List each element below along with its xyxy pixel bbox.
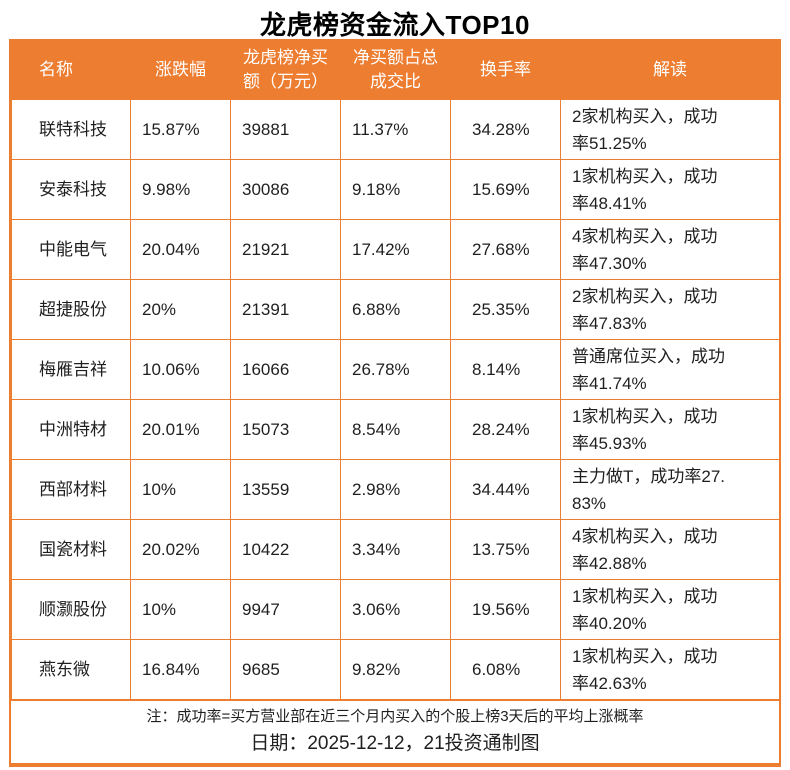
- cell-net-buy-ratio: 3.34%: [340, 519, 451, 580]
- cell-stock-name: 西部材料: [11, 459, 131, 520]
- cell-net-buy-ratio: 9.82%: [340, 639, 451, 700]
- cell-turnover: 13.75%: [450, 519, 561, 580]
- column-header-interpretation: 解读: [560, 39, 780, 100]
- cell-interpretation: 主力做T，成功率27.83%: [560, 459, 780, 520]
- column-header-change-pct: 涨跌幅: [130, 39, 231, 100]
- cell-net-buy: 13559: [230, 459, 341, 520]
- cell-change-pct: 20%: [130, 279, 231, 340]
- cell-net-buy: 39881: [230, 99, 341, 160]
- cell-net-buy-ratio: 2.98%: [340, 459, 451, 520]
- cell-change-pct: 20.02%: [130, 519, 231, 580]
- table-board: 名称 涨跌幅 龙虎榜净买额（万元） 净买额占总成交比 换手率 解读 联特科技 1…: [9, 39, 781, 767]
- cell-net-buy: 21921: [230, 219, 341, 280]
- leaderboard-table: 名称 涨跌幅 龙虎榜净买额（万元） 净买额占总成交比 换手率 解读 联特科技 1…: [11, 39, 780, 700]
- table-row: 西部材料 10% 13559 2.98% 34.44% 主力做T，成功率27.8…: [11, 459, 780, 520]
- cell-change-pct: 20.04%: [130, 219, 231, 280]
- cell-net-buy: 9685: [230, 639, 341, 700]
- table-row: 中洲特材 20.01% 15073 8.54% 28.24% 1家机构买入，成功…: [11, 399, 780, 460]
- table-row: 国瓷材料 20.02% 10422 3.34% 13.75% 4家机构买入，成功…: [11, 519, 780, 580]
- cell-net-buy-ratio: 3.06%: [340, 579, 451, 640]
- table-row: 安泰科技 9.98% 30086 9.18% 15.69% 1家机构买入，成功率…: [11, 159, 780, 220]
- cell-stock-name: 中能电气: [11, 219, 131, 280]
- table-row: 联特科技 15.87% 39881 11.37% 34.28% 2家机构买入，成…: [11, 99, 780, 160]
- cell-stock-name: 国瓷材料: [11, 519, 131, 580]
- table-row: 燕东微 16.84% 9685 9.82% 6.08% 1家机构买入，成功率42…: [11, 639, 780, 700]
- footnote-text: 注：成功率=买方营业部在近三个月内买入的个股上榜3天后的平均上涨概率: [146, 708, 644, 725]
- column-header-net-buy: 龙虎榜净买额（万元）: [230, 39, 341, 100]
- cell-net-buy: 21391: [230, 279, 341, 340]
- cell-change-pct: 10%: [130, 459, 231, 520]
- table-row: 顺灏股份 10% 9947 3.06% 19.56% 1家机构买入，成功率40.…: [11, 579, 780, 640]
- cell-turnover: 19.56%: [450, 579, 561, 640]
- cell-turnover: 8.14%: [450, 339, 561, 400]
- cell-interpretation: 4家机构买入，成功率47.30%: [560, 219, 780, 280]
- cell-turnover: 25.35%: [450, 279, 561, 340]
- cell-stock-name: 安泰科技: [11, 159, 131, 220]
- cell-stock-name: 超捷股份: [11, 279, 131, 340]
- cell-turnover: 34.44%: [450, 459, 561, 520]
- cell-net-buy-ratio: 6.88%: [340, 279, 451, 340]
- cell-interpretation: 2家机构买入，成功率51.25%: [560, 99, 780, 160]
- table-row: 超捷股份 20% 21391 6.88% 25.35% 2家机构买入，成功率47…: [11, 279, 780, 340]
- cell-net-buy: 30086: [230, 159, 341, 220]
- cell-stock-name: 中洲特材: [11, 399, 131, 460]
- cell-net-buy: 15073: [230, 399, 341, 460]
- table-header: 名称 涨跌幅 龙虎榜净买额（万元） 净买额占总成交比 换手率 解读: [11, 39, 780, 100]
- cell-stock-name: 联特科技: [11, 99, 131, 160]
- cell-turnover: 27.68%: [450, 219, 561, 280]
- cell-interpretation: 2家机构买入，成功率47.83%: [560, 279, 780, 340]
- cell-interpretation: 4家机构买入，成功率42.88%: [560, 519, 780, 580]
- cell-net-buy-ratio: 26.78%: [340, 339, 451, 400]
- cell-turnover: 15.69%: [450, 159, 561, 220]
- table-footer: 注：成功率=买方营业部在近三个月内买入的个股上榜3天后的平均上涨概率 日期：20…: [11, 700, 779, 763]
- table-body: 联特科技 15.87% 39881 11.37% 34.28% 2家机构买入，成…: [11, 99, 780, 700]
- cell-change-pct: 10.06%: [130, 339, 231, 400]
- table-header-row: 名称 涨跌幅 龙虎榜净买额（万元） 净买额占总成交比 换手率 解读: [11, 39, 780, 100]
- cell-stock-name: 顺灏股份: [11, 579, 131, 640]
- cell-net-buy-ratio: 11.37%: [340, 99, 451, 160]
- cell-interpretation: 普通席位买入，成功率41.74%: [560, 339, 780, 400]
- cell-change-pct: 10%: [130, 579, 231, 640]
- cell-turnover: 34.28%: [450, 99, 561, 160]
- cell-interpretation: 1家机构买入，成功率48.41%: [560, 159, 780, 220]
- page-title: 龙虎榜资金流入TOP10: [260, 10, 530, 40]
- cell-change-pct: 16.84%: [130, 639, 231, 700]
- cell-net-buy-ratio: 9.18%: [340, 159, 451, 220]
- cell-interpretation: 1家机构买入，成功率42.63%: [560, 639, 780, 700]
- cell-net-buy-ratio: 17.42%: [340, 219, 451, 280]
- cell-net-buy: 16066: [230, 339, 341, 400]
- column-header-turnover: 换手率: [450, 39, 561, 100]
- date-and-source-text: 日期：2025-12-12，21投资通制图: [250, 733, 540, 754]
- cell-change-pct: 9.98%: [130, 159, 231, 220]
- column-header-name: 名称: [11, 39, 131, 100]
- cell-change-pct: 15.87%: [130, 99, 231, 160]
- cell-net-buy: 9947: [230, 579, 341, 640]
- cell-interpretation: 1家机构买入，成功率40.20%: [560, 579, 780, 640]
- cell-stock-name: 梅雁吉祥: [11, 339, 131, 400]
- table-row: 中能电气 20.04% 21921 17.42% 27.68% 4家机构买入，成…: [11, 219, 780, 280]
- cell-change-pct: 20.01%: [130, 399, 231, 460]
- column-header-net-buy-ratio: 净买额占总成交比: [340, 39, 451, 100]
- cell-stock-name: 燕东微: [11, 639, 131, 700]
- cell-net-buy: 10422: [230, 519, 341, 580]
- cell-turnover: 6.08%: [450, 639, 561, 700]
- cell-interpretation: 1家机构买入，成功率45.93%: [560, 399, 780, 460]
- table-row: 梅雁吉祥 10.06% 16066 26.78% 8.14% 普通席位买入，成功…: [11, 339, 780, 400]
- cell-net-buy-ratio: 8.54%: [340, 399, 451, 460]
- cell-turnover: 28.24%: [450, 399, 561, 460]
